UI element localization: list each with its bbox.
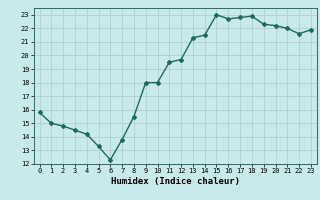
X-axis label: Humidex (Indice chaleur): Humidex (Indice chaleur)	[111, 177, 240, 186]
